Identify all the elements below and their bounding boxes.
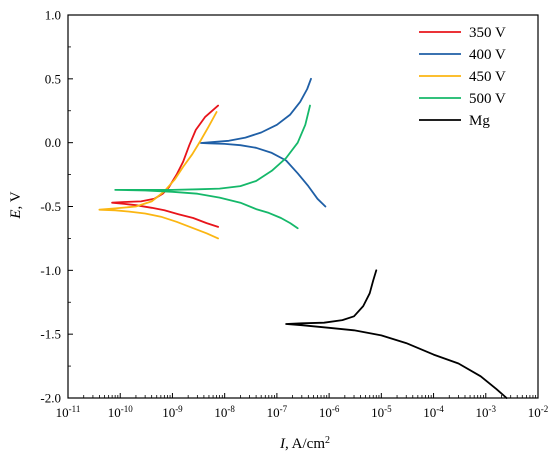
x-tick-label: 10-4: [423, 404, 444, 420]
series-line-500-v: [114, 104, 311, 230]
legend-label-450-v: 450 V: [469, 69, 506, 85]
series-line-450-v: [98, 111, 219, 240]
x-tick-label: 10-9: [162, 404, 183, 420]
legend-label-mg: Mg: [469, 113, 490, 129]
series-curves: [98, 77, 508, 399]
legend: 350 V 400 V 450 V 500 V Mg: [419, 25, 506, 129]
series-line-350-v: [111, 104, 219, 228]
x-tick-label: 10-6: [319, 404, 340, 420]
x-axis-var: I: [279, 436, 286, 452]
x-tick-label: 10-8: [214, 404, 235, 420]
series-line-mg: [285, 269, 508, 399]
x-tick-label: 10-2: [528, 404, 549, 420]
y-axis-var: E: [8, 209, 24, 219]
legend-label-400-v: 400 V: [469, 47, 506, 63]
x-axis-title: I, A/cm2: [279, 435, 330, 453]
x-tick-label: 10-5: [371, 404, 392, 420]
x-tick-label: 10-3: [476, 404, 497, 420]
y-tick-label: -1.5: [40, 327, 61, 342]
y-axis-title: E, V: [8, 191, 24, 219]
y-tick-label: -0.5: [40, 199, 61, 214]
x-axis-unit: , A/cm: [285, 436, 325, 452]
x-axis-ticks: 10-11 10-10 10-9 10-8 10-7 10-6 10-5 10-4 10-3 10…: [56, 393, 549, 420]
y-tick-label: -2.0: [40, 391, 61, 406]
legend-label-500-v: 500 V: [469, 91, 506, 107]
y-tick-label: 0.5: [45, 71, 61, 86]
x-tick-label: 10-11: [56, 404, 81, 420]
x-tick-label: 10-10: [108, 404, 133, 420]
x-tick-label: 10-7: [267, 404, 288, 420]
y-tick-label: 0.0: [45, 135, 61, 150]
legend-label-350-v: 350 V: [469, 25, 506, 41]
x-axis-unit-sup: 2: [325, 435, 330, 446]
y-axis-unit: , V: [8, 191, 24, 209]
y-tick-label: 1.0: [45, 8, 61, 23]
y-tick-label: -1.0: [40, 263, 61, 278]
y-axis-ticks: 1.0 0.5 0.0 -0.5 -1.0 -1.5 -2.0: [40, 8, 73, 406]
series-line-400-v: [200, 77, 327, 208]
